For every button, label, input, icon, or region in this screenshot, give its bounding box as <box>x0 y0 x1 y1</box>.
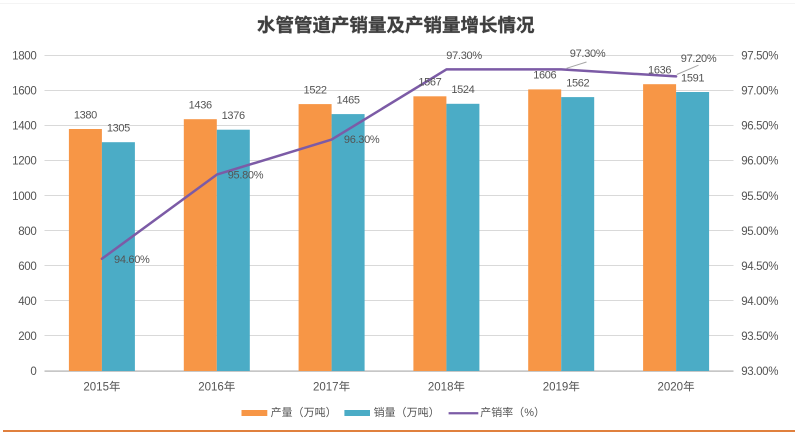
svg-text:96.00%: 96.00% <box>741 156 778 168</box>
svg-text:97.50%: 97.50% <box>741 51 778 63</box>
svg-text:600: 600 <box>18 261 36 273</box>
svg-text:94.60%: 94.60% <box>114 254 150 266</box>
svg-text:1400: 1400 <box>12 121 36 133</box>
svg-text:0: 0 <box>30 366 36 378</box>
svg-text:94.50%: 94.50% <box>741 261 778 273</box>
svg-text:93.00%: 93.00% <box>741 366 778 378</box>
svg-text:95.50%: 95.50% <box>741 191 778 203</box>
svg-text:1465: 1465 <box>337 94 360 106</box>
svg-text:97.00%: 97.00% <box>741 86 778 98</box>
svg-text:1562: 1562 <box>566 77 589 89</box>
svg-text:1600: 1600 <box>12 86 36 98</box>
svg-text:2016: 2016 <box>198 382 224 394</box>
svg-text:1524: 1524 <box>451 84 474 96</box>
svg-text:1522: 1522 <box>304 84 327 96</box>
svg-text:1305: 1305 <box>107 123 130 135</box>
svg-text:96.50%: 96.50% <box>741 121 778 133</box>
svg-text:96.30%: 96.30% <box>344 134 380 146</box>
svg-text:1636: 1636 <box>648 65 671 77</box>
svg-text:97.30%: 97.30% <box>570 48 606 60</box>
svg-text:94.00%: 94.00% <box>741 296 778 308</box>
svg-text:1800: 1800 <box>12 51 36 63</box>
svg-text:95.80%: 95.80% <box>228 169 264 181</box>
svg-text:2015: 2015 <box>83 382 109 394</box>
svg-text:1606: 1606 <box>533 70 556 82</box>
svg-text:%: % <box>524 407 534 419</box>
svg-text:1000: 1000 <box>12 191 36 203</box>
svg-text:1200: 1200 <box>12 156 36 168</box>
svg-text:97.30%: 97.30% <box>446 50 482 62</box>
svg-text:93.50%: 93.50% <box>741 331 778 343</box>
svg-text:97.20%: 97.20% <box>681 53 717 65</box>
svg-text:1436: 1436 <box>189 100 212 112</box>
svg-text:1591: 1591 <box>681 72 704 84</box>
svg-text:95.00%: 95.00% <box>741 226 778 238</box>
svg-text:1567: 1567 <box>418 77 441 89</box>
svg-text:2019: 2019 <box>543 382 569 394</box>
svg-text:1380: 1380 <box>74 109 97 121</box>
svg-text:400: 400 <box>18 296 36 308</box>
svg-text:2020: 2020 <box>658 382 684 394</box>
svg-text:2017: 2017 <box>313 382 339 394</box>
svg-text:1376: 1376 <box>222 110 245 122</box>
svg-text:800: 800 <box>18 226 36 238</box>
svg-text:200: 200 <box>18 331 36 343</box>
svg-text:2018: 2018 <box>428 382 454 394</box>
